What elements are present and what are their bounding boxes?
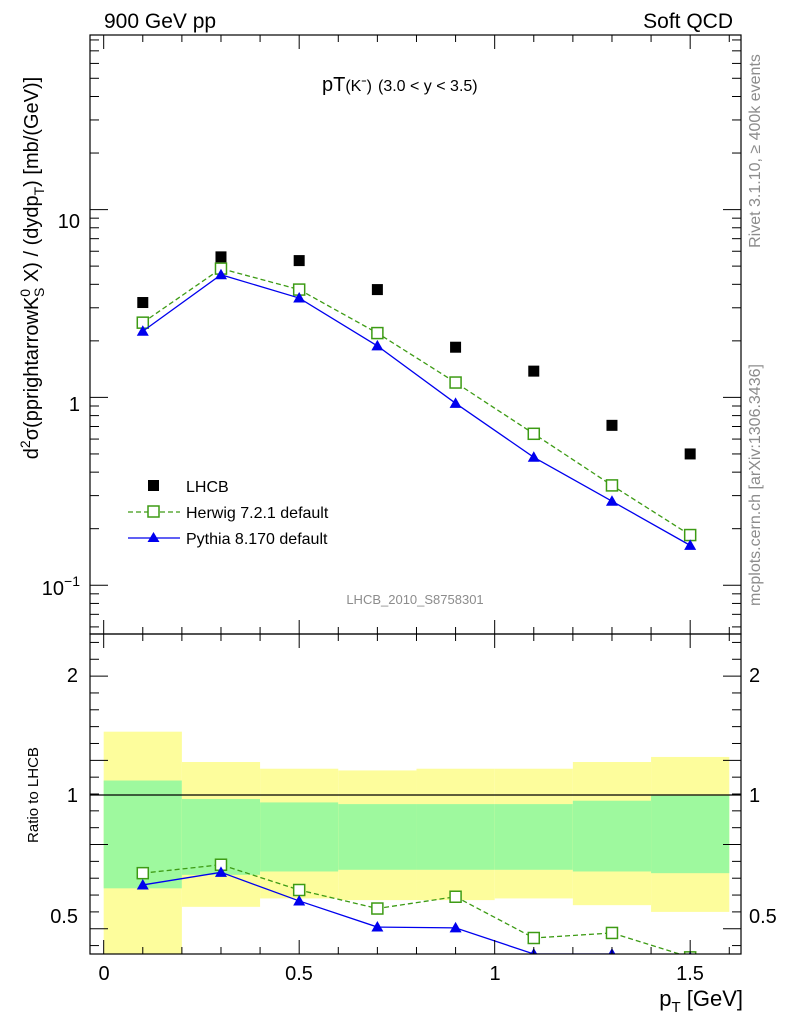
main-point-lhcb xyxy=(215,251,227,263)
ratio-y-axis-label: Ratio to LHCB xyxy=(25,747,42,843)
ratio-y-tick-label-2: 2 xyxy=(67,665,78,687)
legend-marker-herwig xyxy=(147,505,160,518)
ratio-band-inner xyxy=(651,795,730,874)
main-point-pythia xyxy=(293,292,306,303)
ratio-y-tick-label-1: 1 xyxy=(67,785,78,807)
main-point-herwig xyxy=(683,528,697,542)
main-point-lhcb xyxy=(450,341,462,353)
legend-label-pythia: Pythia 8.170 default xyxy=(186,531,328,548)
ratio-line-herwig xyxy=(142,864,682,954)
ratio-y-tick-label-0.5: 0.5 xyxy=(50,906,78,928)
main-point-pythia xyxy=(684,539,697,550)
ratio-point-herwig xyxy=(527,931,541,945)
main-tick-marks xyxy=(90,35,741,634)
y-tick-label-10: 10 xyxy=(58,211,80,233)
ratio-point-herwig xyxy=(371,902,384,915)
legend-marker-pythia xyxy=(147,532,160,542)
ratio-series-group xyxy=(136,858,697,954)
ratio-point-herwig xyxy=(292,883,306,897)
rivet-label: Rivet 3.1.10, ≥ 400k events xyxy=(747,54,764,248)
ratio-band-inner xyxy=(572,800,652,872)
main-line-pythia xyxy=(142,273,691,546)
main-point-lhcb xyxy=(528,365,540,377)
main-point-herwig xyxy=(605,479,619,492)
ratio-point-pythia xyxy=(214,866,227,877)
main-series-group xyxy=(136,251,697,550)
main-line-herwig xyxy=(142,267,691,536)
ratio-band-inner xyxy=(260,802,339,872)
mcplots-label: mcplots.cern.ch [arXiv:1306.3436] xyxy=(747,364,764,606)
y-tick-label-0.1: 10−1 xyxy=(42,573,80,600)
ratio-point-herwig xyxy=(136,866,150,880)
main-point-pythia xyxy=(371,339,384,351)
ratio-point-pythia xyxy=(449,921,462,933)
main-point-pythia xyxy=(605,495,618,506)
ratio-point-pythia xyxy=(136,878,149,890)
x-axis-label: pT [GeV] xyxy=(659,986,743,1016)
ratio-point-pythia xyxy=(293,894,306,906)
header-right: Soft QCD xyxy=(643,10,733,33)
x-tick-label-1: 1 xyxy=(489,963,500,985)
ratio-point-herwig xyxy=(605,926,619,940)
legend-marker-lhcb xyxy=(148,480,159,491)
main-point-lhcb xyxy=(137,297,149,309)
x-tick-label-0: 0 xyxy=(98,963,109,985)
main-point-pythia xyxy=(136,325,149,336)
legend-label-herwig: Herwig 7.2.1 default xyxy=(186,505,329,522)
ratio-uncertainty-bands xyxy=(103,731,730,954)
ratio-y-tick-label-right-2: 2 xyxy=(749,665,760,687)
plot-title: pT(Kˉ) (3.0 < y < 3.5) xyxy=(322,74,478,96)
x-tick-label-1.5: 1.5 xyxy=(676,963,704,985)
x-tick-label-0.5: 0.5 xyxy=(285,963,313,985)
ratio-y-tick-labels-left: 0.5 1 2 xyxy=(50,665,78,928)
main-point-pythia xyxy=(527,451,540,462)
legend-label-lhcb: LHCB xyxy=(186,479,229,496)
ratio-tick-marks xyxy=(90,634,741,954)
main-point-herwig xyxy=(371,326,384,340)
ratio-band-inner xyxy=(494,804,573,870)
main-point-lhcb xyxy=(684,448,696,460)
main-point-lhcb xyxy=(293,255,305,267)
ratio-plot-panel: 0.5 1 2 0.5 1 2 Ratio to LHCB 0 0.5 1 1.… xyxy=(25,633,777,1016)
main-y-axis-label: d2σ(pprightarrowK0S X) / (dydpT) [mb/(Ge… xyxy=(17,77,47,459)
ratio-band-inner xyxy=(338,804,417,870)
main-point-herwig xyxy=(449,376,462,389)
ratio-band-inner xyxy=(416,804,495,870)
main-plot-panel: 10−1 1 10 pT(Kˉ) (3.0 < y < 3.5) d2σ(ppri… xyxy=(17,34,742,635)
ratio-point-herwig xyxy=(449,890,462,903)
y-tick-label-1: 1 xyxy=(69,394,80,416)
analysis-watermark: LHCB_2010_S8758301 xyxy=(346,592,483,607)
ratio-line-pythia xyxy=(142,871,628,954)
main-point-herwig xyxy=(527,427,541,441)
main-point-pythia xyxy=(214,268,227,280)
main-point-lhcb xyxy=(371,284,383,296)
ratio-y-tick-labels-right: 0.5 1 2 xyxy=(749,665,777,928)
main-point-pythia xyxy=(449,397,462,408)
ratio-y-tick-label-right-0.5: 0.5 xyxy=(749,906,777,928)
legend: LHCB Herwig 7.2.1 default Pythia 8.170 d… xyxy=(128,479,329,548)
ratio-point-pythia xyxy=(371,921,384,932)
main-y-tick-labels: 10−1 1 10 xyxy=(42,211,80,600)
ratio-y-tick-label-right-1: 1 xyxy=(749,785,760,807)
main-point-lhcb xyxy=(606,419,618,431)
header-left: 900 GeV pp xyxy=(104,10,216,33)
x-tick-labels: 0 0.5 1 1.5 xyxy=(98,963,703,985)
